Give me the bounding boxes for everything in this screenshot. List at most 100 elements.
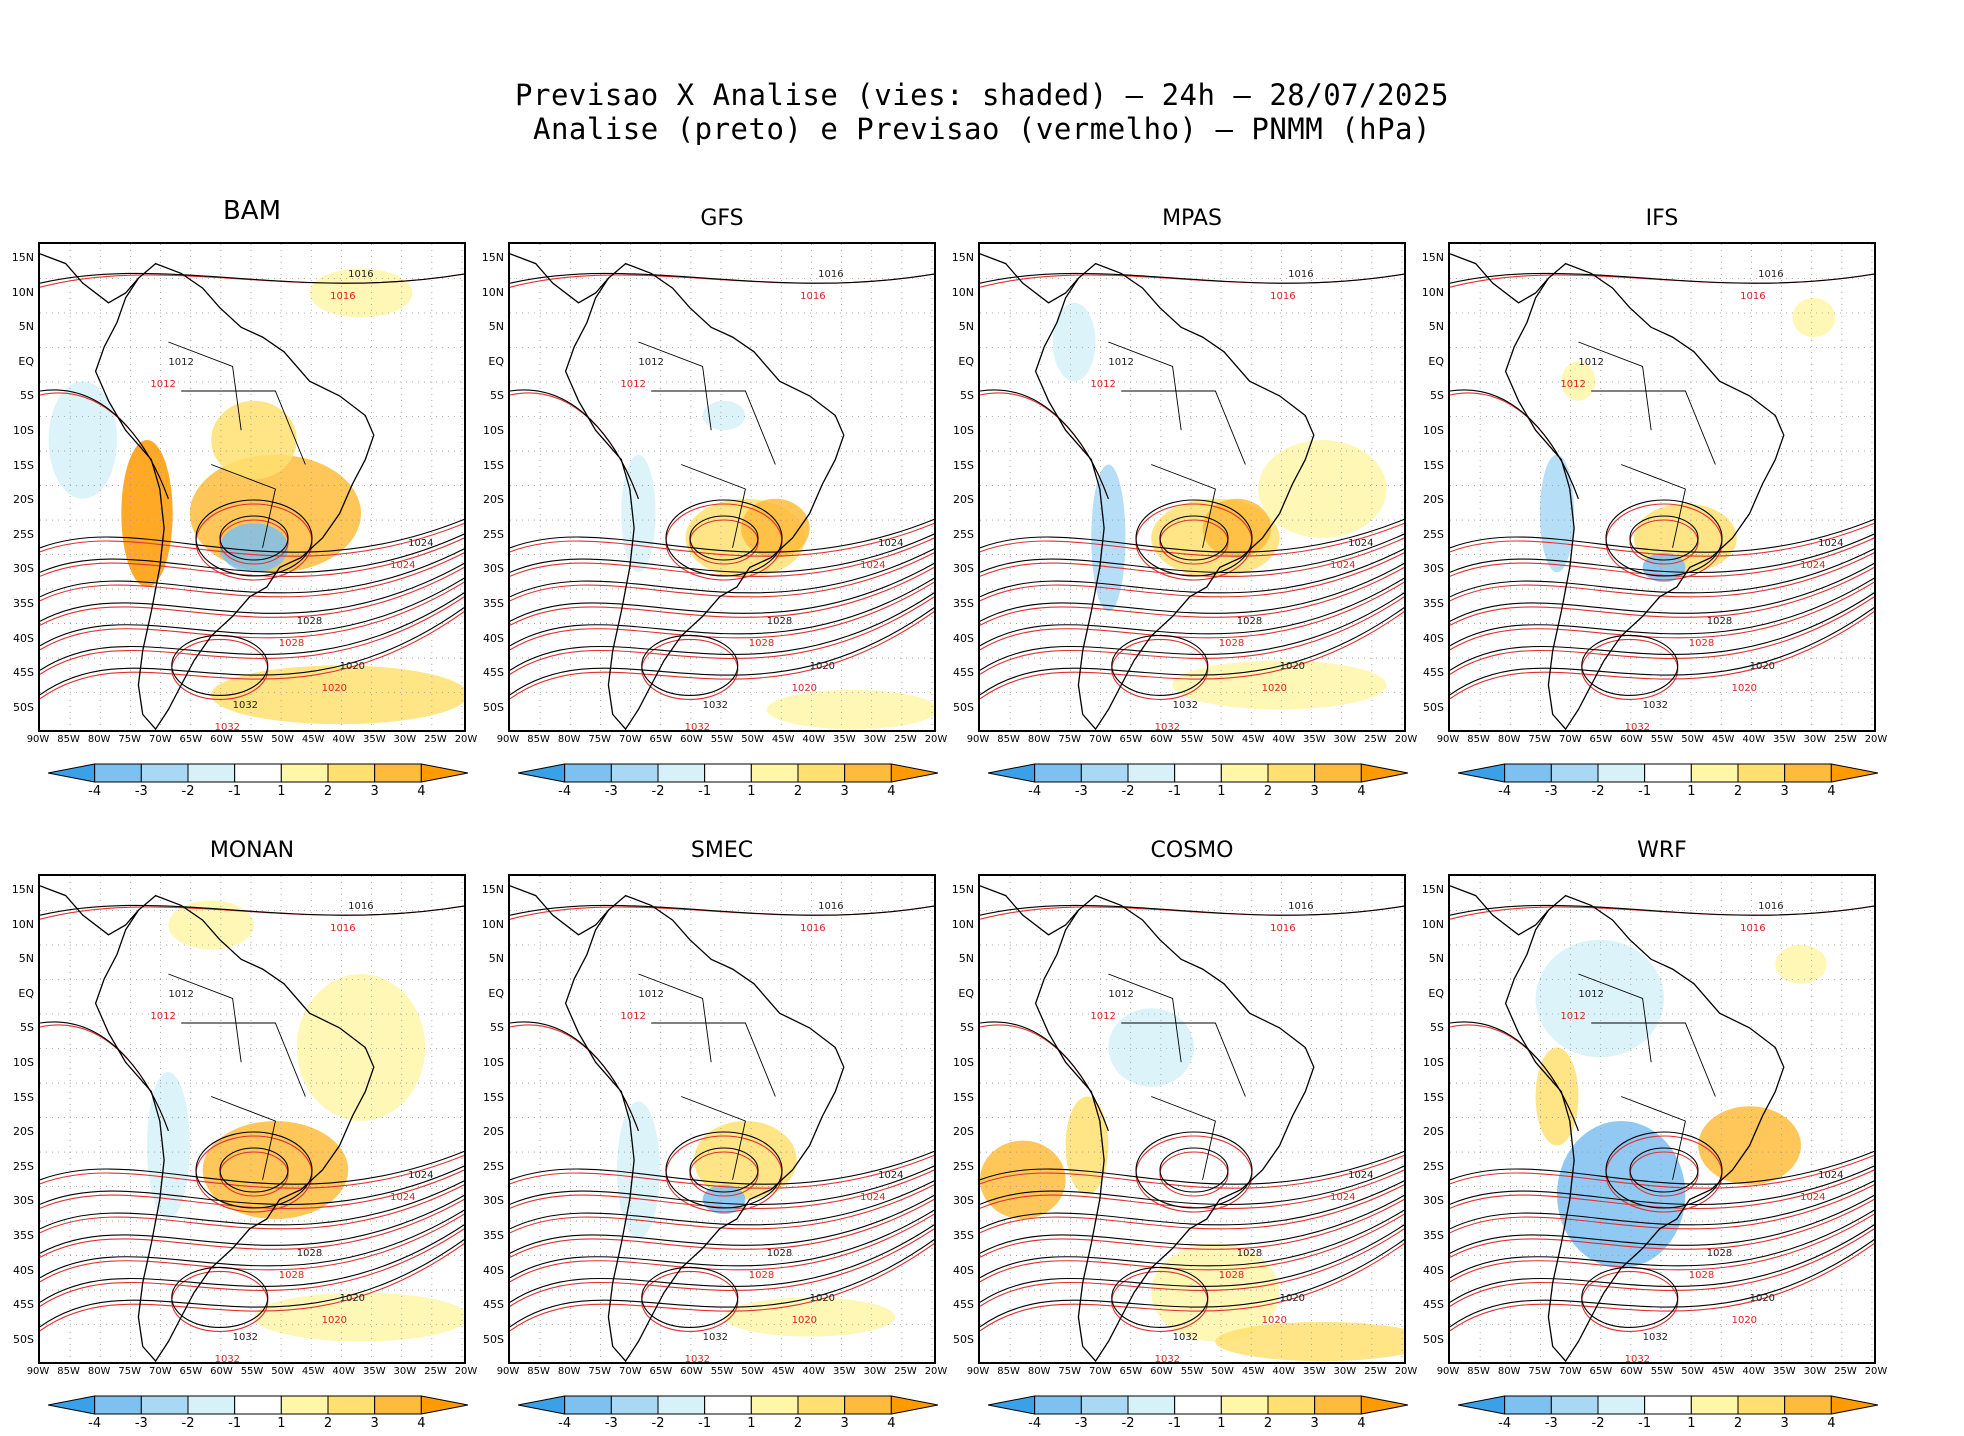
lon-tick-label: 60W [1620, 1366, 1643, 1377]
south-america-coastline [94, 262, 375, 730]
forecast-contour-label: 1020 [1261, 682, 1288, 694]
forecast-contour-label: 1024 [1330, 560, 1356, 571]
forecast-isobar [980, 596, 1404, 675]
analysis-isobar [980, 518, 1404, 553]
lon-tick-label: 25W [1364, 1366, 1387, 1377]
colorbar-segment [610, 1395, 659, 1415]
lon-tick-label: 75W [588, 1366, 612, 1377]
colorbar-label: 1 [1217, 784, 1226, 799]
forecast-isobar [1159, 1151, 1229, 1197]
colorbar-segment [1737, 1395, 1786, 1415]
colorbar-label: -1 [228, 1416, 242, 1431]
forecast-isobar [980, 522, 1404, 557]
lat-tick-label: 10N [481, 917, 504, 931]
analysis-isobar [1159, 1147, 1229, 1193]
lon-tick-label: 50W [1211, 1366, 1234, 1377]
lat-tick-label: 45S [13, 1298, 34, 1312]
colorbar-label: 1 [1687, 1416, 1696, 1431]
forecast-contour-label: 1020 [321, 1314, 348, 1326]
analysis-isobar [40, 577, 464, 647]
figure-title-line1: Previsao X Analise (vies: shaded) — 24h … [515, 78, 1449, 112]
analysis-isobar [1159, 515, 1229, 561]
south-america-coastline [564, 894, 845, 1362]
forecast-isobar [40, 537, 464, 578]
colorbar-segment [844, 763, 892, 783]
colorbar-segment [1690, 1395, 1739, 1415]
lat-tick-label: 20S [953, 1125, 974, 1139]
bias-shade [254, 1292, 464, 1342]
analysis-isobar [980, 1165, 1404, 1206]
lon-tick-label: 65W [1119, 734, 1143, 745]
colorbar-segment [1360, 1395, 1408, 1415]
forecast-contour-label: 1020 [791, 682, 818, 694]
analysis-isobar [510, 548, 934, 598]
lat-tick-label: 5S [490, 389, 504, 403]
colorbar-segment [1504, 763, 1552, 783]
colorbar-label: -1 [1168, 784, 1182, 799]
lon-tick-label: 60W [680, 734, 703, 745]
colorbar-label: -3 [1544, 1416, 1558, 1431]
colorbar-segment [704, 763, 752, 783]
lon-tick-label: 50W [741, 1366, 764, 1377]
colorbar-label: -1 [1168, 1416, 1182, 1431]
south-america-coastline [1504, 894, 1785, 1362]
colorbar-label: 1 [747, 1416, 756, 1431]
forecast-isobar [40, 1213, 464, 1283]
lon-tick-label: 55W [1180, 734, 1204, 745]
lon-tick-label: 45W [301, 734, 325, 745]
analysis-isobar [510, 1165, 934, 1206]
colorbar-segment [1830, 1395, 1878, 1415]
analysis-isobar [219, 1147, 289, 1193]
map-panel-smec: 1016 1016 1012 1012 1020 1020 1024 1024 1028 1028… [508, 874, 936, 1364]
analysis-isobar [1450, 1209, 1874, 1279]
lat-tick-label: 40S [953, 1263, 974, 1277]
colorbar-segment [564, 763, 612, 783]
lat-tick-label: 35S [483, 597, 504, 610]
forecast-isobar [980, 552, 1404, 602]
colorbar-label: -2 [181, 1416, 195, 1431]
analysis-isobar [171, 634, 269, 696]
analysis-contour-label: 1028 [766, 616, 793, 628]
colorbar-segment [1458, 763, 1506, 783]
country-border [181, 390, 306, 465]
colorbar-label: -3 [134, 784, 148, 799]
bias-shade [202, 1121, 349, 1219]
lat-tick-label: 10S [483, 1056, 504, 1069]
colorbar-label: 3 [1780, 784, 1789, 799]
colorbar-segment [1080, 763, 1129, 783]
lat-tick-label: 30S [13, 562, 34, 576]
forecast-isobar [980, 1242, 1404, 1332]
bias-shade [1108, 1008, 1194, 1087]
lat-tick-label: 20S [483, 1125, 504, 1139]
colorbar-label: 4 [1357, 1416, 1366, 1431]
lat-tick-label: EQ [958, 354, 974, 368]
analysis-isobar [219, 515, 289, 561]
country-border [211, 464, 276, 548]
colorbar-label: -3 [1074, 1416, 1088, 1431]
lon-tick-label: 25W [424, 1366, 447, 1377]
forecast-contour-label: 1032 [1624, 1353, 1651, 1364]
colorbar-segment [890, 1395, 938, 1415]
lat-tick-label: EQ [488, 354, 504, 368]
lat-tick-label: 15S [953, 1090, 974, 1104]
lat-tick-label: 35S [13, 1229, 34, 1242]
lat-tick-label: 35S [13, 597, 34, 610]
analysis-contour-label: 1016 [348, 268, 374, 280]
forecast-contour-label: 1028 [748, 638, 775, 650]
lat-tick-label: 25S [953, 527, 974, 541]
forecast-contour-label: 1024 [390, 1192, 416, 1203]
analysis-isobar [40, 1238, 464, 1328]
lon-tick-label: 75W [1058, 1366, 1082, 1377]
lon-tick-label: 40W [332, 734, 356, 745]
colorbar-label: -1 [698, 1416, 712, 1431]
analysis-isobar [1605, 499, 1723, 577]
lon-tick-label: 85W [527, 734, 550, 745]
lon-tick-label: 35W [1302, 734, 1326, 745]
analysis-isobar [1629, 1147, 1699, 1193]
analysis-isobar [40, 1224, 464, 1303]
colorbar-segment [1267, 763, 1316, 783]
lon-tick-label: 50W [1681, 1366, 1704, 1377]
colorbar-label: 4 [887, 1416, 896, 1431]
colorbar-segment [1597, 763, 1646, 783]
analysis-contour-label: 1012 [168, 988, 194, 1000]
